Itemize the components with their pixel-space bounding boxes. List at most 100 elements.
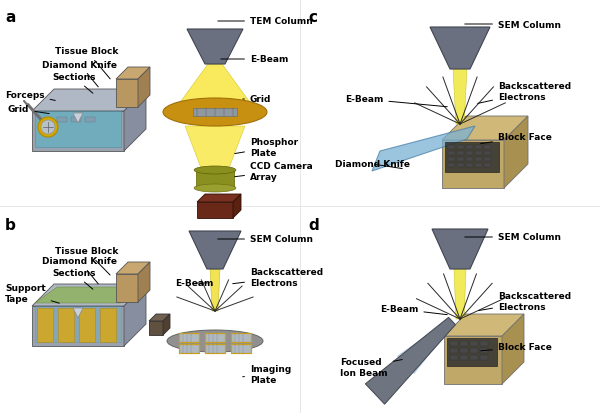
- Bar: [71, 118, 81, 123]
- Text: E-Beam: E-Beam: [221, 55, 289, 64]
- Bar: [79, 308, 95, 342]
- Bar: [448, 146, 455, 150]
- Text: Sections: Sections: [52, 74, 95, 94]
- Bar: [480, 355, 488, 360]
- Text: SEM Column: SEM Column: [465, 233, 561, 242]
- Bar: [475, 146, 482, 150]
- Text: Imaging
Plate: Imaging Plate: [243, 364, 291, 384]
- Text: c: c: [308, 10, 317, 25]
- Polygon shape: [116, 68, 150, 80]
- Text: SEM Column: SEM Column: [465, 21, 561, 29]
- Polygon shape: [35, 112, 121, 147]
- Bar: [457, 158, 464, 161]
- Polygon shape: [185, 127, 245, 169]
- Polygon shape: [73, 308, 83, 318]
- Bar: [480, 341, 488, 346]
- Bar: [231, 333, 251, 342]
- Text: Support
Tape: Support Tape: [5, 284, 59, 304]
- Bar: [205, 333, 225, 342]
- Text: E-Beam: E-Beam: [175, 279, 214, 288]
- Polygon shape: [32, 112, 124, 152]
- Bar: [58, 308, 74, 342]
- Bar: [457, 164, 464, 168]
- Bar: [466, 152, 473, 156]
- Bar: [470, 355, 478, 360]
- Text: Tissue Block: Tissue Block: [55, 247, 118, 275]
- Polygon shape: [197, 202, 233, 218]
- Polygon shape: [32, 90, 146, 112]
- Text: Backscattered
Electrons: Backscattered Electrons: [233, 268, 323, 287]
- Polygon shape: [432, 230, 488, 269]
- Circle shape: [41, 121, 55, 135]
- Polygon shape: [233, 195, 241, 218]
- Bar: [450, 341, 458, 346]
- Bar: [196, 171, 234, 189]
- Polygon shape: [504, 117, 528, 189]
- Text: E-Beam: E-Beam: [345, 95, 447, 107]
- Bar: [470, 341, 478, 346]
- Bar: [484, 152, 491, 156]
- Polygon shape: [35, 287, 143, 303]
- Bar: [466, 146, 473, 150]
- Polygon shape: [35, 306, 121, 342]
- Bar: [466, 164, 473, 168]
- Polygon shape: [149, 321, 163, 335]
- Bar: [448, 158, 455, 161]
- Ellipse shape: [163, 99, 267, 127]
- Polygon shape: [32, 306, 124, 346]
- Text: d: d: [308, 218, 319, 233]
- Bar: [457, 152, 464, 156]
- Bar: [445, 142, 499, 173]
- Bar: [179, 333, 199, 342]
- Text: Forceps: Forceps: [5, 90, 55, 101]
- Bar: [85, 118, 95, 123]
- Polygon shape: [372, 127, 475, 171]
- Polygon shape: [173, 65, 257, 113]
- Polygon shape: [444, 336, 502, 384]
- Bar: [470, 348, 478, 353]
- Text: Sections: Sections: [52, 269, 95, 290]
- Bar: [447, 338, 497, 366]
- Text: Focused
Ion Beam: Focused Ion Beam: [340, 357, 402, 377]
- Text: a: a: [5, 10, 16, 25]
- Bar: [37, 308, 53, 342]
- Bar: [484, 158, 491, 161]
- Polygon shape: [32, 284, 146, 306]
- Polygon shape: [453, 70, 467, 125]
- Polygon shape: [116, 274, 138, 302]
- Bar: [475, 164, 482, 168]
- Polygon shape: [430, 28, 490, 70]
- Polygon shape: [365, 318, 455, 404]
- Text: SEM Column: SEM Column: [218, 235, 313, 244]
- Bar: [475, 158, 482, 161]
- Polygon shape: [442, 117, 528, 141]
- Ellipse shape: [167, 330, 263, 352]
- Bar: [193, 109, 237, 117]
- Text: E-Beam: E-Beam: [380, 305, 447, 315]
- Polygon shape: [197, 195, 241, 202]
- Text: Block Face: Block Face: [481, 343, 552, 351]
- Text: Backscattered
Electrons: Backscattered Electrons: [478, 82, 571, 104]
- Text: Grid: Grid: [243, 95, 271, 104]
- Text: Diamond Knife: Diamond Knife: [335, 160, 410, 169]
- Polygon shape: [73, 114, 83, 124]
- Text: b: b: [5, 218, 16, 233]
- Bar: [484, 164, 491, 168]
- Polygon shape: [116, 262, 150, 274]
- Bar: [100, 308, 116, 342]
- Polygon shape: [124, 90, 146, 152]
- Polygon shape: [442, 141, 504, 189]
- Text: TEM Column: TEM Column: [218, 17, 313, 26]
- Text: CCD Camera
Array: CCD Camera Array: [235, 162, 313, 181]
- Bar: [484, 146, 491, 150]
- Bar: [475, 152, 482, 156]
- Polygon shape: [149, 314, 170, 321]
- Bar: [231, 344, 251, 353]
- Bar: [57, 118, 67, 123]
- Polygon shape: [444, 314, 524, 336]
- Polygon shape: [138, 262, 150, 302]
- Text: Backscattered
Electrons: Backscattered Electrons: [479, 292, 571, 311]
- Text: Grid: Grid: [8, 105, 49, 114]
- Polygon shape: [502, 314, 524, 384]
- Bar: [480, 348, 488, 353]
